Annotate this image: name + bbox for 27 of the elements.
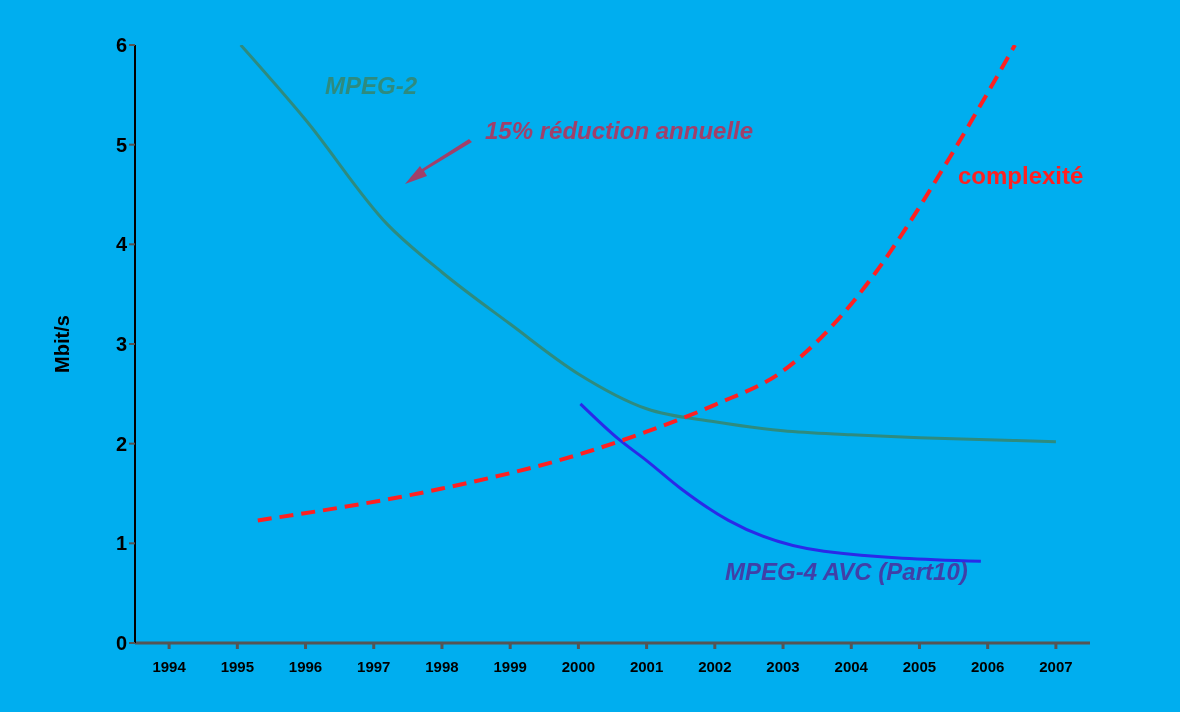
x-tick-label: 1998 [425,657,459,675]
x-tick-label: 1999 [493,657,527,675]
x-tick-label: 2004 [834,657,869,675]
x-tick-label: 2006 [970,657,1005,675]
x-tick-label: 2007 [1039,657,1073,675]
y-tick-label: 3 [115,333,127,356]
series-label: complexité [958,162,1084,190]
x-tick-label: 2002 [698,657,732,675]
x-tick-label: 2003 [766,657,800,675]
x-tick-label: 1995 [220,657,255,675]
x-tick-label: 1997 [357,657,391,675]
y-tick-label: 2 [115,432,127,455]
y-tick-label: 4 [115,233,128,256]
y-tick-label: 1 [115,532,127,555]
x-tick-label: 2001 [629,657,664,675]
series-label: MPEG-2 [325,72,418,100]
x-tick-label: 1994 [152,657,187,675]
x-tick-label: 2000 [561,657,596,675]
y-tick-label: 6 [115,34,127,57]
y-tick-label: 5 [115,133,127,156]
x-tick-label: 2005 [902,657,937,675]
annotation: 15% réduction annuelle [485,117,754,145]
y-axis-title: Mbit/s [51,315,74,373]
y-tick-label: 0 [115,632,127,655]
x-tick-label: 1996 [288,657,323,675]
line-series [578,402,983,563]
series-label: MPEG-4 AVC (Part10) [725,558,968,586]
